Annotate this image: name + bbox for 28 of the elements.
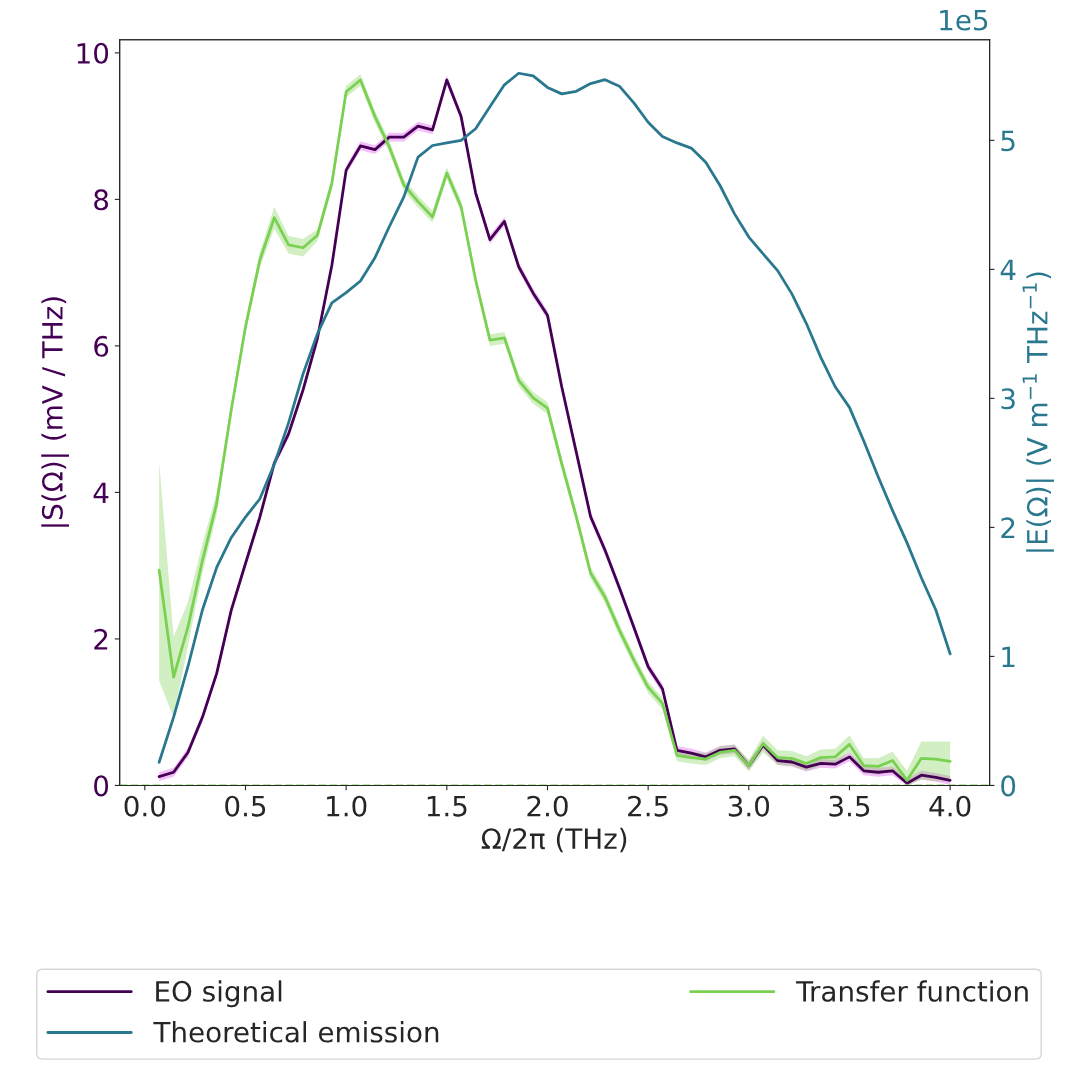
y2-tick-label: 0 xyxy=(1001,775,1016,797)
y2-axis-title: |E(Ω)| (V m$^{−1}$ THz$^{−1}$) xyxy=(1022,272,1054,552)
y2-tick-label: 3 xyxy=(1001,388,1015,410)
y-axis-title: |S(Ω)| (mV / THz) xyxy=(41,297,70,527)
legend-label: Theoretical emission xyxy=(153,1021,439,1043)
x-tick-label: 1.5 xyxy=(427,796,467,817)
y2-tick-label: 1 xyxy=(1002,646,1015,667)
y-tick-label: 0 xyxy=(94,775,109,797)
y2-tick-label: 2 xyxy=(1001,517,1015,538)
y-tick-label: 2 xyxy=(94,628,108,650)
text: 1e5 xyxy=(940,9,988,31)
x-tick-label: 4.0 xyxy=(929,795,971,817)
legend-label: Transfer function xyxy=(796,980,1028,1002)
x-tick-label: 0.0 xyxy=(124,795,166,817)
y-tick-label: 4 xyxy=(93,482,109,503)
x-tick-label: 2.0 xyxy=(527,795,568,817)
x-tick-label: 1.0 xyxy=(327,795,367,817)
x-axis-title: Ω/2π (THz) xyxy=(481,827,627,853)
x-tick-label: 2.5 xyxy=(628,795,668,817)
y-tick-label: 6 xyxy=(94,335,109,357)
y-tick-label: 8 xyxy=(94,189,109,211)
y2-tick-label: 4 xyxy=(1000,259,1016,280)
x-tick-label: 3.0 xyxy=(728,795,770,817)
legend-label: EO signal xyxy=(156,980,282,1008)
x-tick-label: 3.5 xyxy=(829,795,870,817)
y2-tick-label: 5 xyxy=(1001,130,1015,152)
x-tick-label: 0.5 xyxy=(225,795,266,817)
y-tick-label: 10 xyxy=(77,42,109,64)
